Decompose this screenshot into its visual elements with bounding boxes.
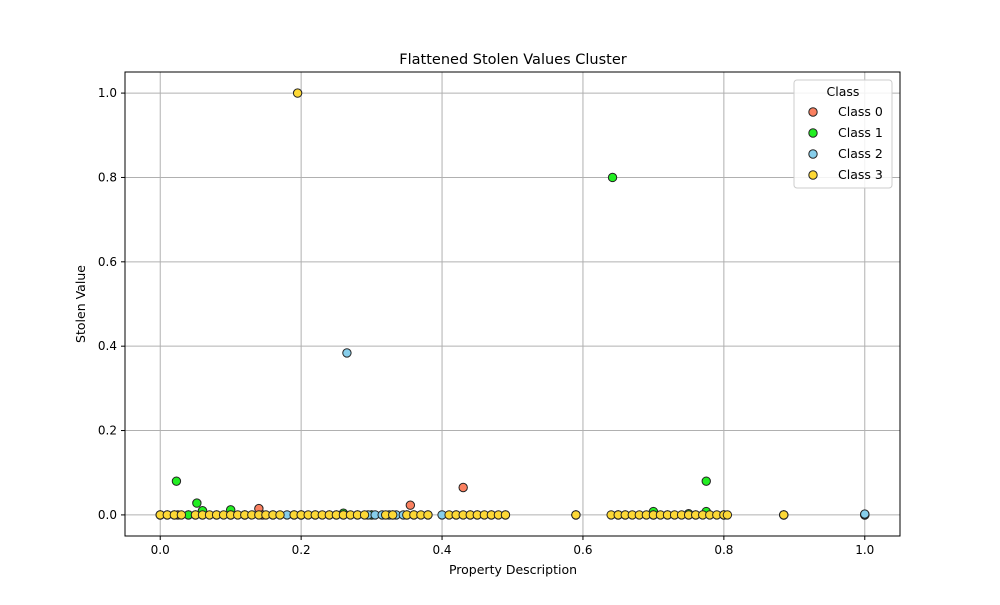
legend-marker (808, 128, 818, 138)
data-point-class-1 (171, 476, 182, 486)
legend-marker (808, 170, 818, 180)
data-point-class-1 (192, 498, 202, 508)
legend-label: Class 1 (838, 125, 883, 140)
data-point-class-1 (701, 476, 711, 486)
data-point-class-3 (292, 88, 303, 98)
legend-box (793, 79, 893, 189)
x-axis-label: Property Description (449, 562, 577, 577)
x-tick-label: 0.6 (573, 543, 592, 557)
data-point-class-3 (359, 510, 370, 520)
data-point-class-3 (423, 510, 433, 520)
y-tick-label: 1.0 (98, 86, 117, 100)
y-tick-label: 0.0 (98, 508, 117, 522)
plot-frame (124, 71, 901, 537)
data-point-class-3 (500, 510, 511, 520)
legend: Class Class 0 Class 1 Class 2 Class 3 (793, 79, 893, 189)
data-point-class-2 (342, 348, 352, 358)
data-point-class-3 (571, 510, 581, 520)
legend-title: Class (827, 84, 860, 99)
axis-ticks: 0.0 0.2 0.4 0.6 0.8 1.0 0.0 0.2 0.4 0.6 0.8 1.0 (98, 86, 874, 557)
data-point-class-3 (722, 510, 733, 520)
y-tick-label: 0.4 (98, 339, 117, 353)
data-points (155, 88, 870, 520)
x-tick-label: 1.0 (855, 543, 874, 557)
legend-label: Class 2 (838, 146, 883, 161)
x-tick-label: 0.8 (714, 543, 733, 557)
legend-label: Class 0 (838, 104, 883, 119)
chart-title: Flattened Stolen Values Cluster (399, 52, 626, 68)
data-point-class-3 (176, 510, 187, 520)
data-point-class-3 (779, 510, 789, 520)
y-tick-label: 0.2 (98, 424, 117, 438)
data-point-class-3 (275, 510, 285, 520)
y-axis-label: Stolen Value (73, 265, 88, 343)
x-tick-label: 0.0 (151, 543, 170, 557)
legend-marker (808, 149, 818, 159)
grid-lines (125, 72, 900, 536)
y-tick-label: 0.8 (98, 170, 117, 184)
x-tick-label: 0.2 (292, 543, 311, 557)
data-point-class-1 (607, 172, 618, 183)
data-point-class-0 (405, 500, 416, 510)
x-tick-label: 0.4 (432, 543, 451, 557)
data-point-class-0 (458, 482, 468, 493)
data-point-class-2 (860, 509, 870, 519)
legend-label: Class 3 (838, 167, 883, 182)
y-tick-label: 0.6 (98, 255, 117, 269)
legend-marker (808, 107, 818, 117)
data-point-class-3 (388, 510, 398, 520)
